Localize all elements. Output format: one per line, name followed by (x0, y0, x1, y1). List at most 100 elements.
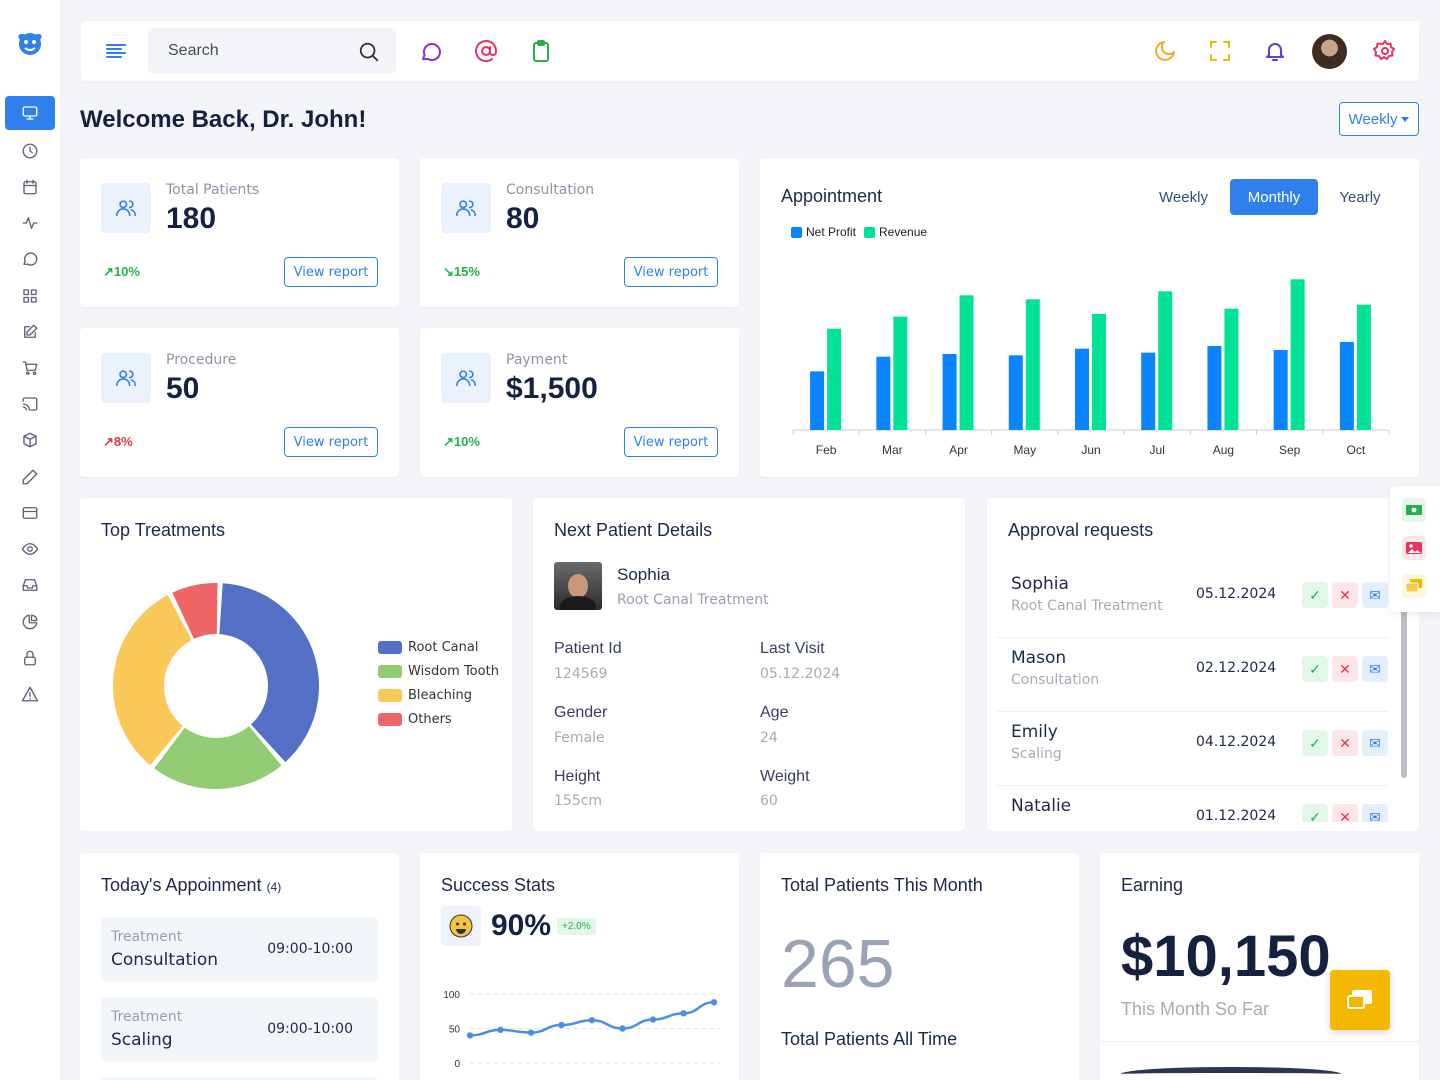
messages-button[interactable] (419, 39, 443, 63)
sidebar-item-alerts[interactable] (5, 677, 55, 711)
approve-button[interactable]: ✓ (1302, 656, 1328, 682)
arrow-up-right-icon: ↗ (103, 434, 114, 449)
appointment-row[interactable] (101, 1077, 378, 1080)
legend-swatch (378, 665, 402, 678)
legend-root-canal: Root Canal (378, 640, 478, 655)
sidebar-item-shop[interactable] (5, 351, 55, 385)
sidebar-item-chat[interactable] (5, 242, 55, 276)
fullscreen-button[interactable] (1208, 39, 1232, 63)
message-button[interactable]: ✉ (1362, 656, 1388, 682)
view-report-button[interactable]: View report (624, 257, 718, 287)
field-value: 05.12.2024 (760, 666, 841, 682)
field-label: Age (760, 704, 789, 721)
appointment-row[interactable]: Treatment Consultation 09:00-10:00 (101, 917, 378, 981)
approve-button[interactable]: ✓ (1302, 582, 1328, 608)
sidebar-item-package[interactable] (5, 423, 55, 457)
theme-toggle-button[interactable] (1153, 39, 1177, 63)
sidebar-item-apps[interactable] (5, 279, 55, 313)
money-icon[interactable] (1402, 498, 1426, 522)
edit-icon (24, 324, 38, 338)
menu-icon[interactable] (105, 41, 127, 61)
legend-label: Bleaching (408, 688, 472, 703)
sidebar-item-cast[interactable] (5, 387, 55, 421)
credit-card-icon (22, 507, 38, 519)
approval-row: Emily Scaling 04.12.2024 ✓ ✕ ✉ (997, 712, 1389, 786)
field-value: 24 (760, 730, 778, 746)
tasks-button[interactable] (529, 39, 553, 63)
view-report-button[interactable]: View report (284, 427, 378, 457)
legend-label: Root Canal (408, 640, 479, 655)
search-icon[interactable] (358, 41, 380, 63)
sidebar-item-inbox[interactable] (5, 568, 55, 602)
bar-net-profit (810, 371, 825, 430)
patients-month-title: Total Patients This Month (781, 875, 983, 895)
approval-date: 02.12.2024 (1196, 660, 1277, 676)
bar-revenue (959, 295, 974, 430)
search-input[interactable] (168, 42, 348, 60)
stat-value: $1,500 (506, 372, 598, 405)
sidebar-item-lock[interactable] (5, 641, 55, 675)
success-data-point (680, 1010, 687, 1017)
appointment-label: Treatment (111, 1009, 183, 1025)
field-label: Weight (760, 768, 810, 785)
period-dropdown-label: Weekly (1348, 110, 1398, 128)
period-dropdown[interactable]: Weekly (1339, 102, 1419, 136)
tab-monthly[interactable]: Monthly (1230, 179, 1318, 215)
sidebar-item-history[interactable] (5, 134, 55, 168)
approval-row: Sophia Root Canal Treatment 05.12.2024 ✓… (997, 564, 1389, 638)
sidebar-item-reports[interactable] (5, 605, 55, 639)
settings-button[interactable] (1373, 39, 1397, 63)
approval-date: 05.12.2024 (1196, 586, 1277, 602)
y-tick-label: 50 (449, 1025, 461, 1036)
sidebar-item-billing[interactable] (5, 496, 55, 530)
approve-button[interactable]: ✓ (1302, 730, 1328, 756)
patient-name: Sophia (617, 565, 670, 584)
stat-label: Payment (506, 352, 568, 368)
reject-button[interactable]: ✕ (1332, 730, 1358, 756)
x-tick-label: May (1013, 443, 1036, 457)
legend-swatch (791, 226, 802, 238)
approval-requests-card: Approval requests Sophia Root Canal Trea… (987, 498, 1419, 831)
user-avatar[interactable] (1312, 34, 1347, 69)
activity-icon (22, 217, 38, 229)
notifications-button[interactable] (1263, 39, 1287, 63)
arrow-down-right-icon: ↘ (443, 264, 454, 279)
pencil-icon (22, 469, 38, 485)
approve-button[interactable]: ✓ (1302, 804, 1328, 822)
sidebar-item-activity[interactable] (5, 206, 55, 240)
tab-weekly[interactable]: Weekly (1159, 188, 1208, 206)
reject-button[interactable]: ✕ (1332, 582, 1358, 608)
bar-revenue (1224, 308, 1239, 430)
mentions-button[interactable] (474, 39, 498, 63)
message-button[interactable]: ✉ (1362, 730, 1388, 756)
tab-yearly[interactable]: Yearly (1339, 188, 1381, 206)
bar-net-profit (1075, 348, 1089, 430)
sidebar-item-view[interactable] (5, 532, 55, 566)
sidebar-item-calendar[interactable] (5, 170, 55, 204)
message-button[interactable]: ✉ (1362, 804, 1388, 822)
image-icon[interactable] (1402, 536, 1426, 560)
stat-trend: ↗10% (443, 434, 480, 450)
appointment-row[interactable]: Treatment Scaling 09:00-10:00 (101, 997, 378, 1061)
reject-button[interactable]: ✕ (1332, 804, 1358, 822)
chat-cards-icon[interactable] (1402, 574, 1426, 598)
view-report-button[interactable]: View report (624, 427, 718, 457)
check-icon: ✓ (1309, 586, 1321, 603)
y-tick-label: 0 (454, 1059, 460, 1070)
x-tick-label: Oct (1347, 443, 1366, 457)
sidebar-item-pencil[interactable] (5, 460, 55, 494)
patient-treatment: Root Canal Treatment (617, 592, 769, 608)
x-tick-label: Sep (1279, 443, 1301, 457)
approval-treatment: Consultation (1011, 672, 1100, 688)
reject-button[interactable]: ✕ (1332, 656, 1358, 682)
stat-card-procedure: Procedure 50 ↗8% View report (80, 328, 399, 477)
view-report-button[interactable]: View report (284, 257, 378, 287)
sidebar-item-dashboard[interactable] (5, 96, 55, 130)
logo-icon[interactable] (14, 28, 46, 58)
scrollbar[interactable] (1401, 588, 1407, 778)
stat-trend-value: 15% (453, 264, 480, 279)
close-icon: ✕ (1339, 660, 1351, 677)
chat-fab-button[interactable] (1330, 970, 1390, 1030)
sidebar-item-edit[interactable] (5, 315, 55, 349)
message-button[interactable]: ✉ (1362, 582, 1388, 608)
